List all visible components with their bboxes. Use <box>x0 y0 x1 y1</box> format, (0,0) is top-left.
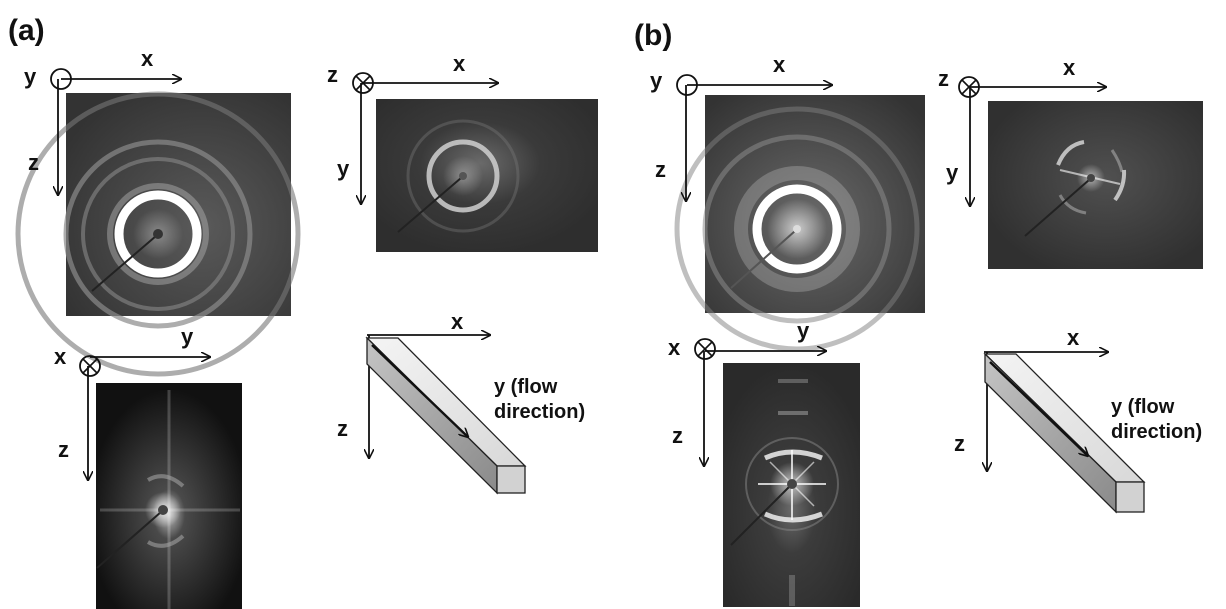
panel-b-view-1-normal-label: y <box>650 68 663 93</box>
panel-b-schematic-bar-end <box>1115 481 1145 513</box>
panel-a-view-3-features <box>96 390 240 609</box>
panel-b-schematic: x z y (flow direction) <box>954 325 1202 514</box>
panel-a-view-2: z x y <box>327 51 598 252</box>
panel-a-schematic-x-label: x <box>451 309 464 334</box>
panel-b-view-3: x y z <box>668 318 860 607</box>
panel-a-schematic: x z y (flow direction) <box>337 309 585 495</box>
panel-a-view-3-into-page-icon <box>79 355 101 377</box>
panel-b-schematic-flow-label-line-2: direction) <box>1111 421 1202 443</box>
panel-b-view-3-into-page-icon <box>694 338 716 360</box>
panel-a-view-2-h-label: x <box>453 51 466 76</box>
panel-a-view-3: x y z <box>54 324 242 609</box>
panel-b-view-1-rings <box>674 106 920 352</box>
panel-b-label: (b) <box>634 19 672 52</box>
panel-b: (b) y x z <box>634 19 1203 607</box>
panel-a-view-2-image <box>376 99 598 252</box>
panel-a-schematic-bar-side <box>366 336 498 495</box>
panel-a: (a) y x z <box>8 14 598 609</box>
panel-a-schematic-bar-end <box>496 465 526 494</box>
panel-b-schematic-z-label: z <box>954 431 965 456</box>
panel-a-schematic-z-label: z <box>337 416 348 441</box>
panel-a-view-2-normal-label: z <box>327 62 338 87</box>
panel-b-schematic-bar-top <box>983 353 1146 483</box>
panel-a-schematic-flow-arrow <box>371 344 468 437</box>
panel-a-view-2-v-label: y <box>337 156 350 181</box>
panel-a-view-1-h-label: x <box>141 46 154 71</box>
panel-a-schematic-flow-label-line-1: y (flow <box>494 376 558 398</box>
panel-b-view-1-v-label: z <box>655 157 666 182</box>
panel-b-view-2-features <box>1024 140 1127 237</box>
panel-b-view-3-h-label: y <box>797 318 810 343</box>
panel-b-view-3-features <box>730 379 839 606</box>
panel-a-view-3-normal-label: x <box>54 344 67 369</box>
panel-b-view-2-h-label: x <box>1063 55 1076 80</box>
panel-b-view-3-v-label: z <box>672 423 683 448</box>
panel-b-view-2: z x y <box>938 55 1203 269</box>
panel-b-schematic-flow-label-line-1: y (flow <box>1111 396 1175 418</box>
panel-a-view-2-rings <box>397 119 520 233</box>
panel-b-view-2-v-label: y <box>946 160 959 185</box>
panel-a-view-1-rings <box>15 91 301 377</box>
panel-a-view-1-v-label: z <box>28 150 39 175</box>
panel-b-schematic-flow-arrow <box>989 361 1088 456</box>
panel-b-view-1-image <box>705 95 925 313</box>
panel-a-view-3-v-label: z <box>58 437 69 462</box>
panel-b-view-2-normal-label: z <box>938 66 949 91</box>
panel-b-view-1-h-label: x <box>773 52 786 77</box>
panel-b-schematic-x-label: x <box>1067 325 1080 350</box>
panel-a-view-1: y x z <box>15 46 301 377</box>
panel-a-schematic-flow-label-line-2: direction) <box>494 401 585 423</box>
panel-b-view-1: y x z <box>650 52 925 352</box>
panel-a-view-1-normal-label: y <box>24 64 37 89</box>
panel-a-view-3-h-label: y <box>181 324 194 349</box>
panel-b-view-3-normal-label: x <box>668 335 681 360</box>
panel-a-label: (a) <box>8 14 45 47</box>
